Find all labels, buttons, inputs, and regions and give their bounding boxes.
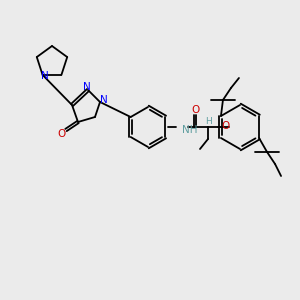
- Text: N: N: [83, 82, 91, 92]
- Text: O: O: [57, 129, 65, 139]
- Text: H: H: [206, 116, 212, 125]
- Text: N: N: [100, 95, 108, 105]
- Text: O: O: [221, 121, 229, 131]
- Text: N: N: [41, 71, 49, 81]
- Text: O: O: [191, 105, 199, 115]
- Text: NH: NH: [182, 125, 197, 135]
